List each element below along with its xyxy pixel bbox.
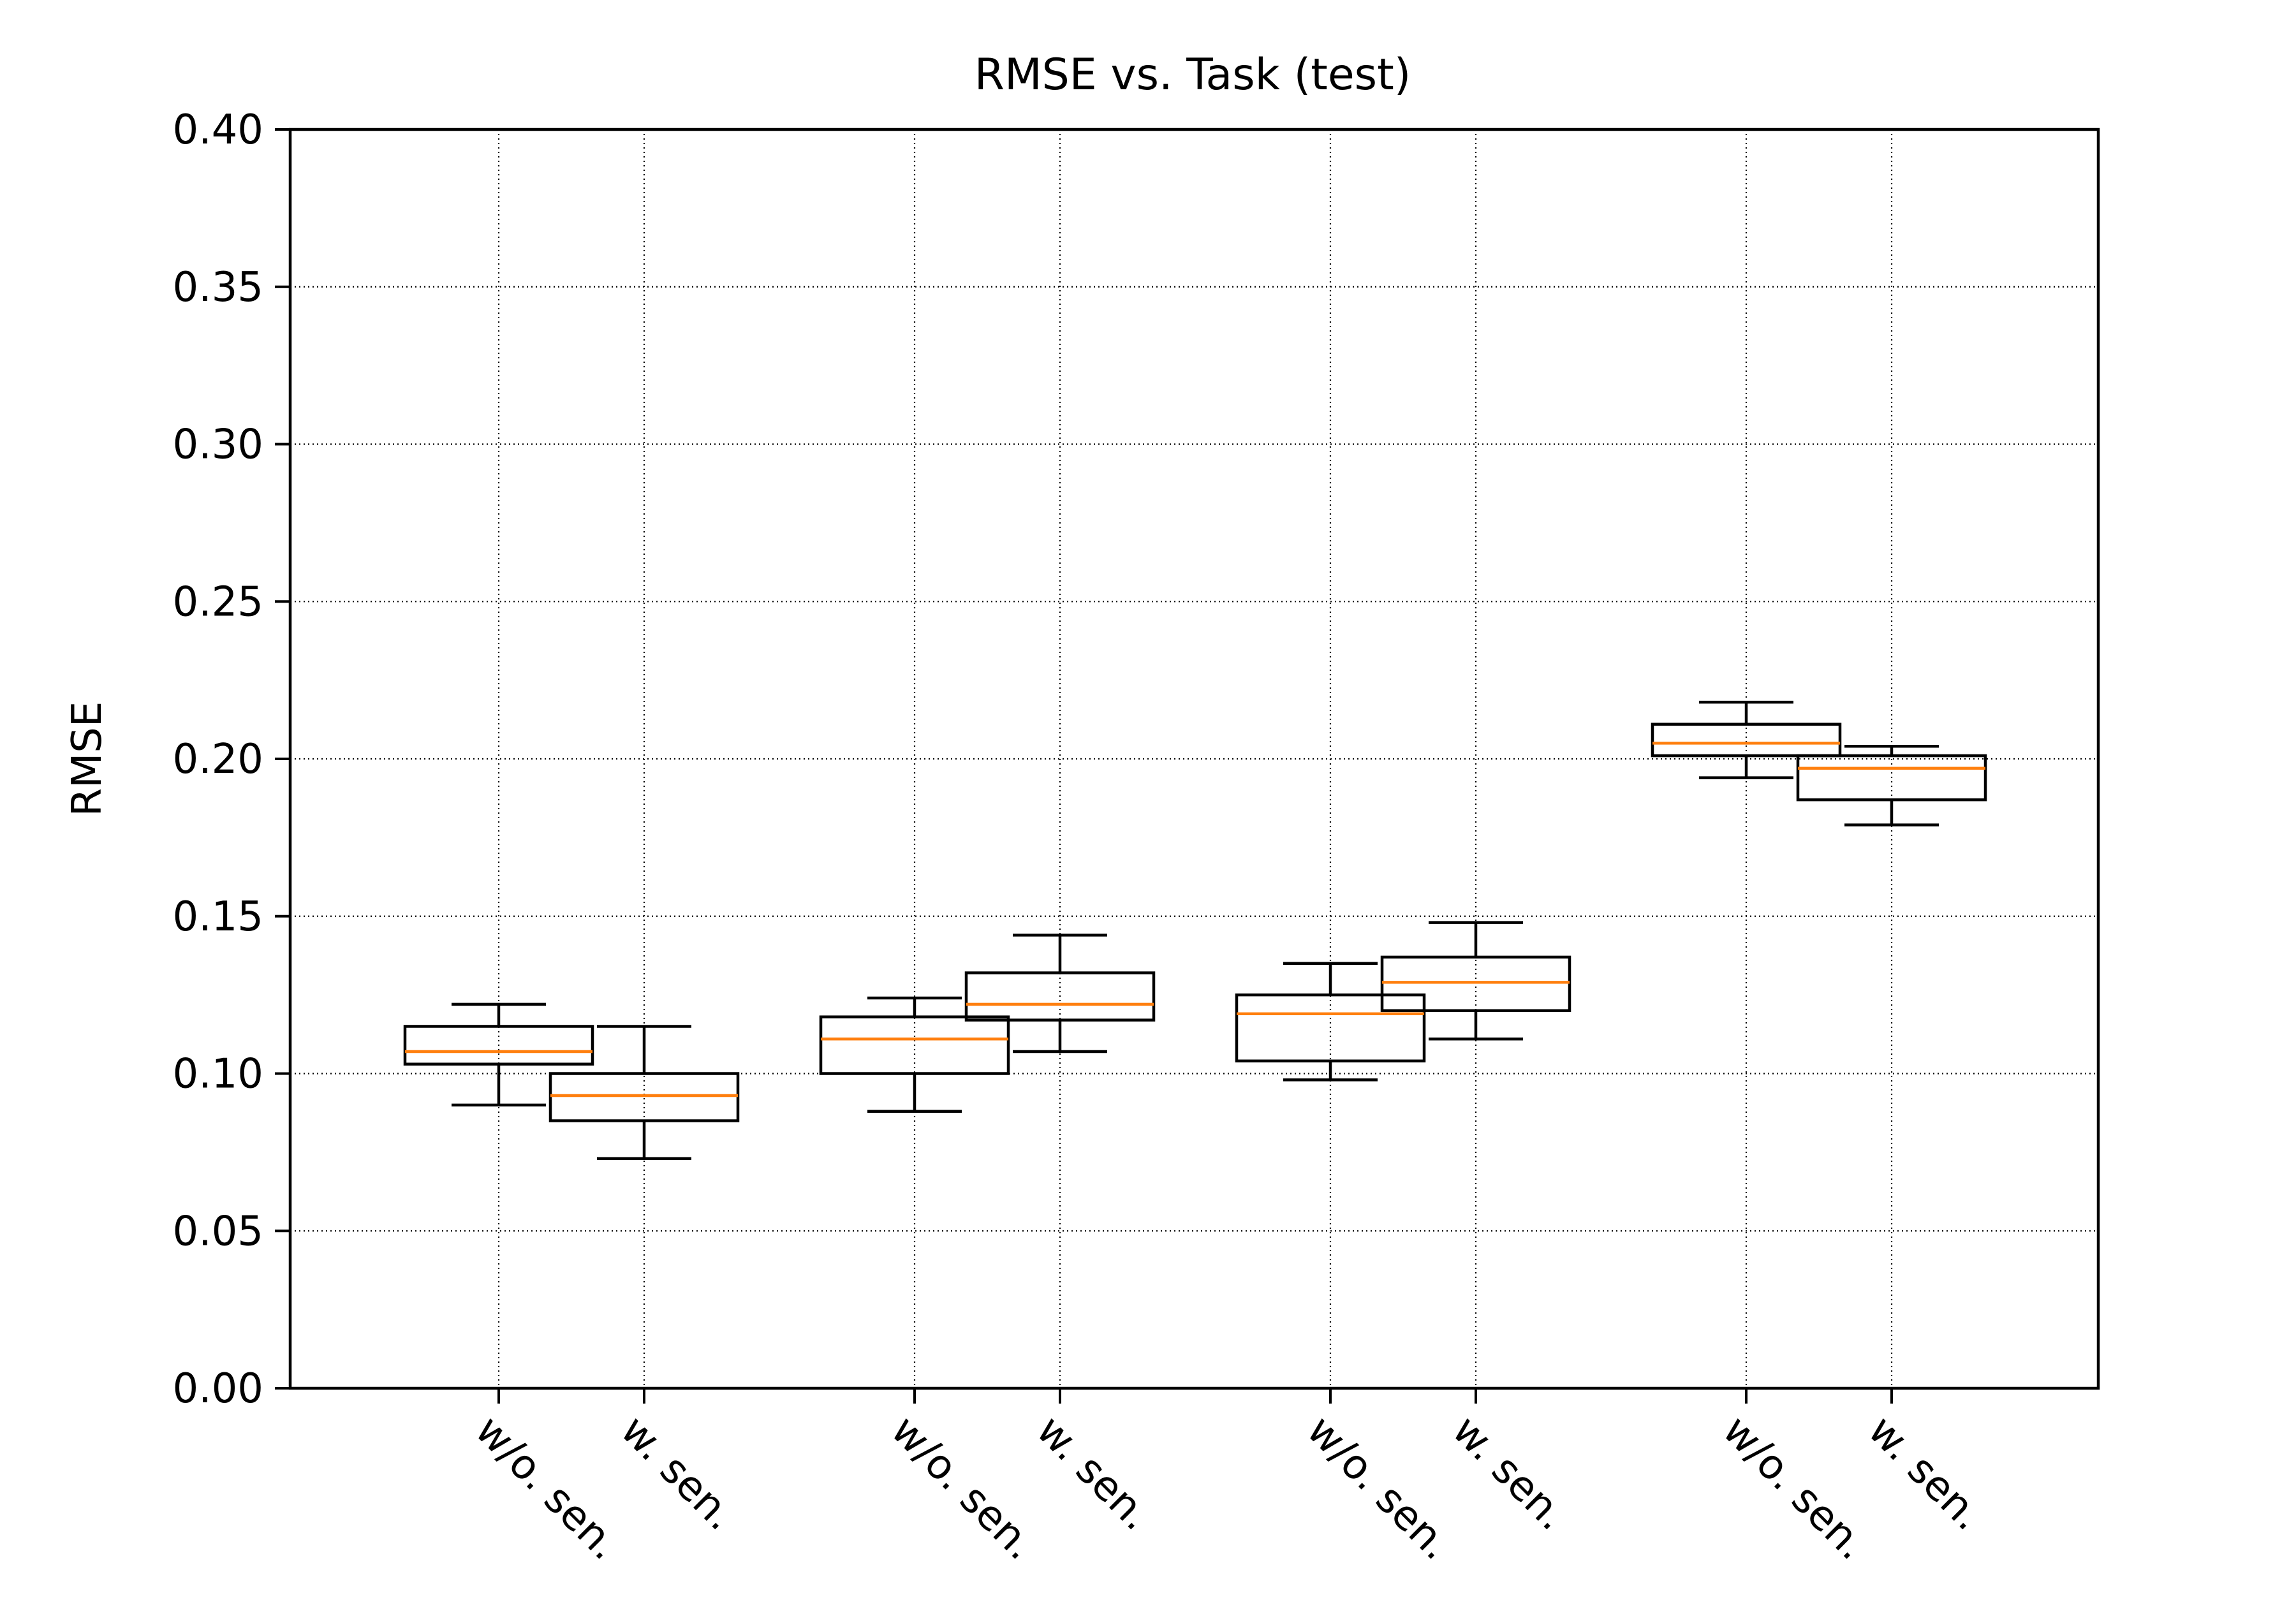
iqr-box: [548, 1072, 740, 1122]
iqr-box: [964, 971, 1156, 1022]
iqr-box: [1796, 754, 1987, 802]
grid-lines: [290, 128, 2098, 1390]
box-6: [1380, 921, 1571, 1041]
box-1: [403, 1002, 594, 1107]
y-axis-label: RMSE: [64, 701, 111, 817]
box-2: [548, 1025, 740, 1160]
chart-title: RMSE vs. Task (test): [975, 50, 1411, 100]
box-7: [1651, 700, 1842, 779]
y-tick-label: 0.30: [173, 422, 264, 469]
y-tick-label: 0.35: [173, 264, 264, 311]
iqr-box: [819, 1015, 1010, 1075]
y-axis: 0.00 0.05 0.10 0.15 0.20 0.25 0.30 0.35 0.40: [173, 106, 290, 1413]
iqr-box: [1651, 723, 1842, 758]
y-tick-label: 0.40: [173, 106, 264, 154]
y-tick-label: 0.00: [173, 1365, 264, 1413]
y-tick-label: 0.10: [173, 1051, 264, 1098]
box-8: [1796, 745, 1987, 826]
box-4: [964, 934, 1156, 1053]
box-5: [1235, 962, 1426, 1082]
iqr-box: [1380, 955, 1571, 1013]
y-tick-label: 0.20: [173, 736, 264, 783]
y-tick-label: 0.05: [173, 1208, 264, 1255]
y-tick-label: 0.25: [173, 578, 264, 626]
box-group: [403, 700, 1987, 1160]
box-3: [819, 996, 1010, 1113]
iqr-box: [1235, 993, 1426, 1063]
iqr-box: [403, 1025, 594, 1066]
y-tick-label: 0.15: [173, 893, 264, 941]
